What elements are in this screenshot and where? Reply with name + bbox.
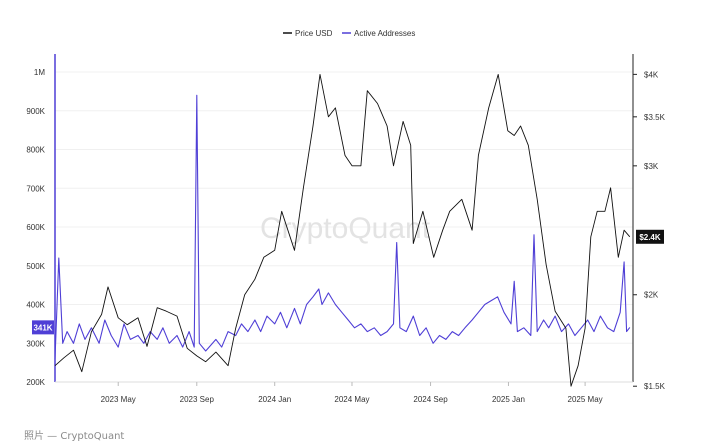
legend-label: Active Addresses bbox=[354, 29, 415, 38]
x-tick-label: 2023 Sep bbox=[180, 395, 215, 404]
gridlines bbox=[55, 71, 633, 383]
legend[interactable]: Price USD Active Addresses bbox=[283, 29, 415, 38]
y-left-tick-label: 1M bbox=[34, 68, 45, 77]
x-axis: 2023 May 2023 Sep 2024 Jan 2024 May 2024 Sep… bbox=[55, 381, 633, 404]
watermark: CryptoQuant bbox=[260, 212, 431, 245]
y-left-tick-label: 600K bbox=[26, 223, 45, 232]
y-left-tick-label: 900K bbox=[26, 107, 45, 116]
y-left-tick-label: 500K bbox=[26, 262, 45, 271]
x-tick-label: 2025 May bbox=[568, 395, 603, 404]
x-tick-label: 2024 Jan bbox=[258, 395, 291, 404]
left-axis: 200K 300K 400K 500K 600K 700K 800K 900K 1M bbox=[26, 54, 56, 387]
image-caption: 照片 — CryptoQuant bbox=[24, 431, 125, 442]
y-right-tick-label: $4K bbox=[644, 70, 659, 79]
y-left-tick-label: 200K bbox=[26, 378, 45, 387]
badge-label: $2.4K bbox=[639, 233, 661, 242]
value-badges: 341K $2.4K bbox=[32, 229, 664, 335]
right-axis: $1.5K $2K $3K $3.5K $4K bbox=[632, 54, 666, 391]
y-right-tick-label: $3.5K bbox=[644, 113, 666, 122]
badge-background bbox=[32, 320, 54, 335]
series-layer bbox=[54, 73, 631, 387]
y-left-tick-label: 400K bbox=[26, 301, 45, 310]
legend-label: Price USD bbox=[295, 29, 333, 38]
badge-label: 341K bbox=[33, 323, 52, 332]
x-tick-label: 2024 Sep bbox=[413, 395, 448, 404]
y-right-tick-label: $3K bbox=[644, 162, 659, 171]
y-left-tick-label: 300K bbox=[26, 339, 45, 348]
x-tick-label: 2025 Jan bbox=[492, 395, 525, 404]
price-usd-line bbox=[54, 73, 631, 387]
legend-item-active-addresses[interactable]: Active Addresses bbox=[342, 29, 415, 38]
chart-svg: CryptoQuant 200K 300K 400K 500K 600K 700K 800K… bbox=[26, 29, 666, 404]
y-left-tick-label: 700K bbox=[26, 184, 45, 193]
y-right-tick-label: $2K bbox=[644, 291, 659, 300]
active-addresses-line bbox=[54, 94, 631, 359]
badge-background bbox=[636, 229, 664, 244]
price-value-badge: $2.4K bbox=[636, 229, 664, 244]
active-addresses-value-badge: 341K bbox=[32, 320, 54, 335]
x-tick-label: 2024 May bbox=[334, 395, 369, 404]
legend-item-price-usd[interactable]: Price USD bbox=[283, 29, 333, 38]
y-right-tick-label: $1.5K bbox=[644, 382, 666, 391]
x-tick-label: 2023 May bbox=[101, 395, 136, 404]
y-left-tick-label: 800K bbox=[26, 146, 45, 155]
